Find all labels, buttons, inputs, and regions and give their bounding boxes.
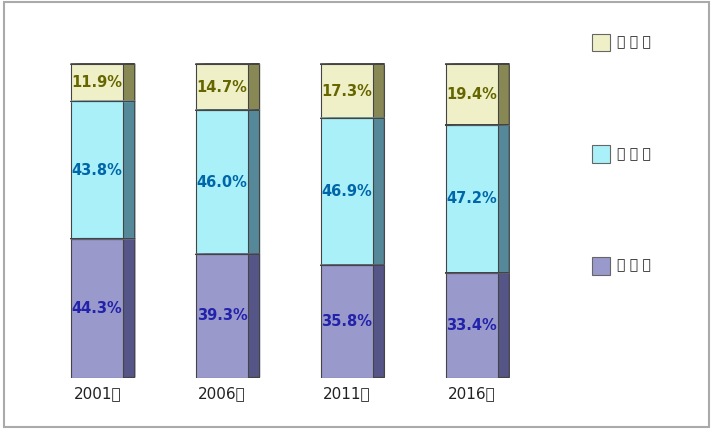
Polygon shape bbox=[498, 64, 509, 125]
Bar bbox=[321, 118, 373, 266]
Bar bbox=[71, 239, 123, 378]
Bar bbox=[446, 273, 498, 378]
Text: 46.9%: 46.9% bbox=[322, 184, 372, 199]
Text: 35.8%: 35.8% bbox=[322, 314, 372, 329]
Polygon shape bbox=[373, 265, 384, 378]
Text: 14.7%: 14.7% bbox=[197, 80, 247, 95]
Text: 39.3%: 39.3% bbox=[197, 308, 247, 323]
Bar bbox=[446, 64, 498, 125]
Bar bbox=[196, 254, 248, 378]
Polygon shape bbox=[373, 64, 384, 118]
Polygon shape bbox=[248, 110, 260, 254]
Text: 33.4%: 33.4% bbox=[446, 318, 497, 332]
Bar bbox=[71, 64, 123, 101]
Polygon shape bbox=[123, 64, 135, 101]
Bar bbox=[196, 110, 248, 254]
Text: 44.3%: 44.3% bbox=[72, 301, 123, 316]
Text: 대 학 원: 대 학 원 bbox=[617, 36, 651, 50]
Bar bbox=[446, 125, 498, 273]
Bar bbox=[196, 64, 248, 110]
Bar bbox=[71, 101, 123, 239]
Polygon shape bbox=[123, 239, 135, 378]
Polygon shape bbox=[248, 254, 260, 378]
Text: 46.0%: 46.0% bbox=[197, 175, 247, 190]
Polygon shape bbox=[248, 64, 260, 110]
Bar bbox=[321, 64, 373, 118]
Text: 47.2%: 47.2% bbox=[446, 191, 497, 206]
Polygon shape bbox=[498, 125, 509, 273]
Polygon shape bbox=[373, 118, 384, 266]
Text: 전 문 대: 전 문 대 bbox=[617, 259, 651, 273]
Polygon shape bbox=[498, 273, 509, 378]
Polygon shape bbox=[123, 101, 135, 239]
Bar bbox=[321, 266, 373, 378]
Text: 대 학 교: 대 학 교 bbox=[617, 147, 651, 161]
Text: 17.3%: 17.3% bbox=[322, 84, 372, 99]
Text: 19.4%: 19.4% bbox=[446, 87, 497, 102]
Text: 43.8%: 43.8% bbox=[72, 163, 123, 178]
Text: 11.9%: 11.9% bbox=[72, 76, 123, 91]
